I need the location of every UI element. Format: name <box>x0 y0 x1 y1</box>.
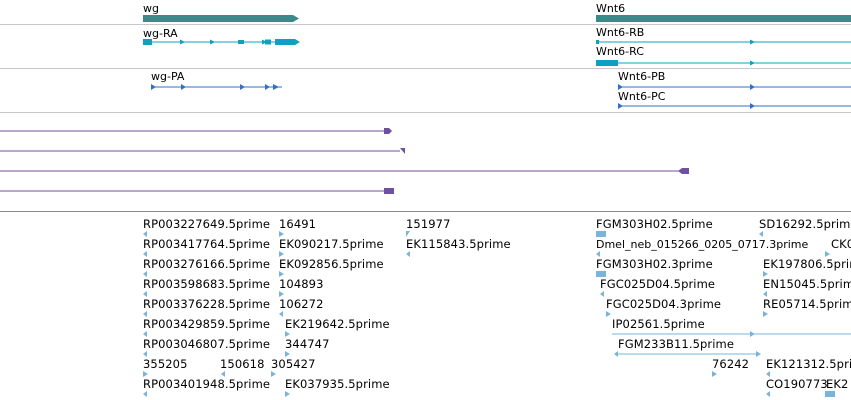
est-label[interactable]: RP003376228.5prime <box>143 297 271 311</box>
alignment-feature[interactable] <box>0 188 394 194</box>
track-divider <box>0 211 851 212</box>
protein-label-wnt6-pb[interactable]: Wnt6-PB <box>618 70 666 83</box>
est-label[interactable]: CO190773 <box>766 377 828 391</box>
est-label[interactable]: EK197806.5prime <box>763 257 851 271</box>
protein-glyphs <box>151 84 851 109</box>
est-label[interactable]: EN15045.5prime <box>763 277 851 291</box>
track-divider <box>0 68 851 69</box>
est-label[interactable]: 76242 <box>712 357 750 371</box>
transcript-label-wnt6-rb[interactable]: Wnt6-RB <box>596 26 645 39</box>
est-label[interactable]: RE05714.5prime <box>763 297 851 311</box>
est-label[interactable]: EK121312.5prime <box>766 357 851 371</box>
est-label[interactable]: RP003046807.5prime <box>143 337 271 351</box>
est-label[interactable]: EK115843.5prime <box>406 237 511 251</box>
est-label[interactable]: 104893 <box>279 277 324 291</box>
mrna-glyphs <box>143 39 851 66</box>
transcript-wg-ra-feature[interactable] <box>143 39 300 45</box>
est-label[interactable]: RP003598683.5prime <box>143 277 271 291</box>
alignment-glyphs <box>0 128 689 194</box>
est-label[interactable]: 16491 <box>279 217 317 231</box>
transcript-label-wnt6-rc[interactable]: Wnt6-RC <box>596 45 644 58</box>
est-label[interactable]: EK219642.5prime <box>285 317 390 331</box>
est-label[interactable]: SD16292.5prime <box>759 217 851 231</box>
est-label[interactable]: CK0 <box>831 237 851 251</box>
est-label[interactable]: 355205 <box>143 357 188 371</box>
alignment-feature[interactable] <box>0 128 392 134</box>
gene-label-wnt6[interactable]: Wnt6 <box>596 2 626 15</box>
protein-label-wnt6-pc[interactable]: Wnt6-PC <box>618 90 666 103</box>
track-divider <box>0 112 851 113</box>
est-label[interactable]: EK2 <box>826 377 849 391</box>
transcript-wnt6-rc-feature[interactable] <box>596 60 851 66</box>
mrna-track: wg-RA Wnt6-RB Wnt6-RC <box>0 25 851 68</box>
est-label[interactable]: EK092856.5prime <box>279 257 384 271</box>
protein-track: wg-PA Wnt6-PB Wnt6-PC <box>0 69 851 112</box>
est-label[interactable]: 344747 <box>285 337 330 351</box>
est-label[interactable]: RP003429859.5prime <box>143 317 271 331</box>
alignment-track <box>0 113 851 213</box>
est-label[interactable]: RP003227649.5prime <box>143 217 271 231</box>
est-label[interactable]: FGC025D04.5prime <box>600 277 716 291</box>
est-label[interactable]: 305427 <box>271 357 316 371</box>
est-label[interactable]: RP003401948.5prime <box>143 377 271 391</box>
transcript-wnt6-rb-feature[interactable] <box>596 39 851 45</box>
est-label[interactable]: EK090217.5prime <box>279 237 384 251</box>
gene-label-wg[interactable]: wg <box>143 2 159 15</box>
est-label[interactable]: RP003417764.5prime <box>143 237 271 251</box>
est-label[interactable]: 151977 <box>406 217 451 231</box>
est-label[interactable]: FGM303H02.3prime <box>596 257 713 271</box>
protein-wg-pa-feature[interactable] <box>151 84 282 90</box>
est-label[interactable]: FGC025D04.3prime <box>606 297 722 311</box>
est-label[interactable]: FGM233B11.5prime <box>618 337 734 351</box>
transcript-label-wg-ra[interactable]: wg-RA <box>143 27 178 40</box>
est-label[interactable]: 106272 <box>279 297 324 311</box>
gene-wg-feature[interactable] <box>143 15 299 22</box>
est-label[interactable]: Dmel_neb_015266_0205_0717.3prime <box>596 238 809 251</box>
est-label[interactable]: IP02561.5prime <box>612 317 705 331</box>
alignment-feature[interactable] <box>0 148 405 154</box>
est-glyphs <box>143 231 851 397</box>
protein-wnt6-pc-feature[interactable] <box>618 103 851 109</box>
est-track: RP003227649.5prime 16491 151977 FGM303H0… <box>0 212 851 400</box>
protein-label-wg-pa[interactable]: wg-PA <box>151 70 185 83</box>
est-label[interactable]: 150618 <box>220 357 265 371</box>
est-label[interactable]: EK037935.5prime <box>285 377 390 391</box>
gene-wnt6-feature[interactable] <box>596 15 851 22</box>
gene-track-glyphs <box>143 15 851 22</box>
track-divider <box>0 24 851 25</box>
est-label[interactable]: FGM303H02.5prime <box>596 217 713 231</box>
est-label[interactable]: RP003276166.5prime <box>143 257 271 271</box>
alignment-feature[interactable] <box>0 168 689 174</box>
protein-wnt6-pb-feature[interactable] <box>618 84 851 90</box>
gene-track: wg Wnt6 <box>0 0 851 25</box>
